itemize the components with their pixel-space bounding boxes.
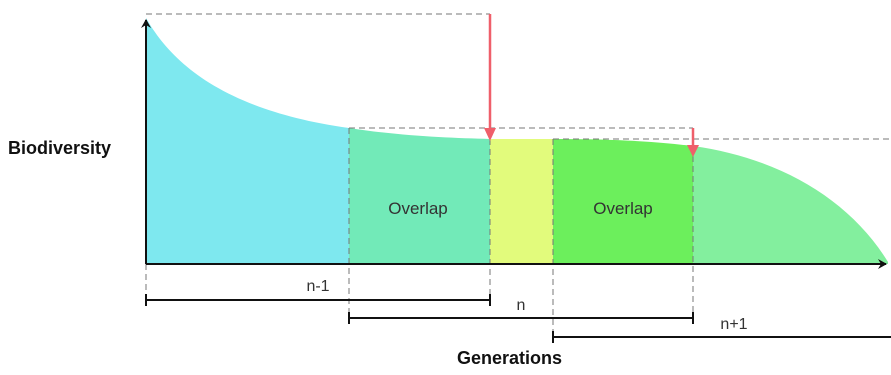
bracket-n-plus-1 <box>552 331 891 343</box>
overlap-label-left: Overlap <box>388 199 448 218</box>
region-tail <box>693 146 888 264</box>
bracket-n <box>348 312 694 324</box>
overlap-label-right: Overlap <box>593 199 653 218</box>
x-axis-label: Generations <box>457 348 563 368</box>
region-middle-band <box>490 139 553 264</box>
region-overlap-right <box>553 139 693 264</box>
red-arrow-small <box>687 128 699 157</box>
bracket-n-minus-1 <box>145 294 491 306</box>
generation-label-n: n <box>517 297 526 314</box>
y-axis-label: Biodiversity <box>8 138 112 158</box>
generation-label-n-plus-1: n+1 <box>720 316 747 333</box>
region-cyan <box>146 18 349 264</box>
generation-label-n-minus-1: n-1 <box>306 278 329 295</box>
region-overlap-left <box>349 128 490 264</box>
red-arrow-large <box>484 14 496 141</box>
